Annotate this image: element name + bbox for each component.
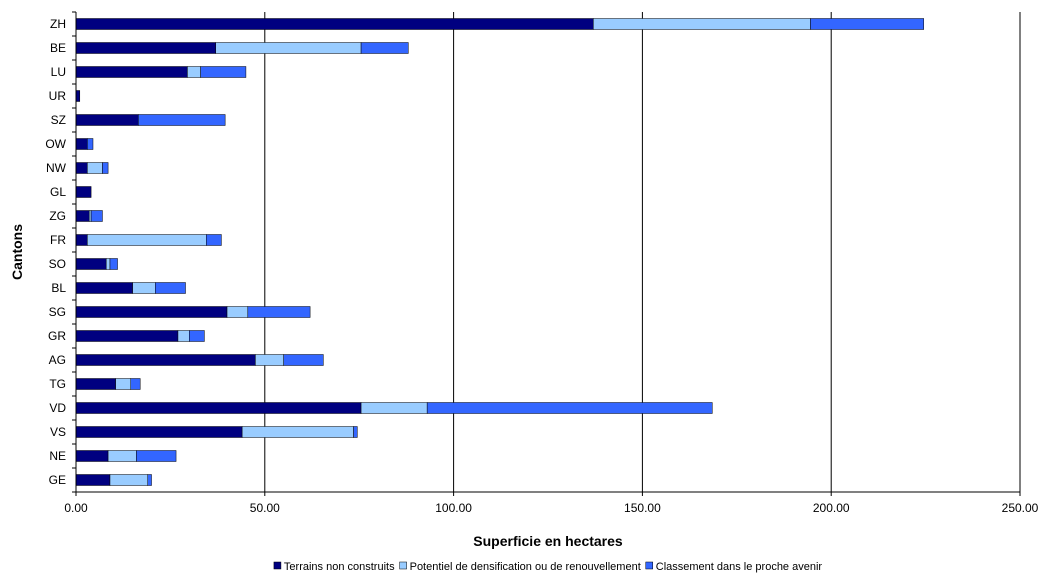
y-tick-label: NE: [49, 449, 66, 463]
x-tick-label: 100.00: [435, 501, 472, 515]
bar-segment: [426, 402, 713, 414]
bar-segment: [75, 402, 362, 414]
bar-segment: [107, 450, 137, 462]
y-tick-label: BL: [51, 281, 66, 295]
bar-segment: [155, 282, 186, 294]
bar-segment: [75, 186, 92, 198]
x-tick-label: 50.00: [250, 501, 280, 515]
y-tick-label: FR: [50, 233, 66, 247]
bar-segment: [283, 354, 324, 366]
legend-swatch: [645, 561, 654, 570]
bar-segment: [115, 378, 132, 390]
y-tick-label: ZG: [49, 209, 66, 223]
bar-segment: [75, 450, 109, 462]
bar-segment: [138, 114, 226, 126]
x-tick-label: 0.00: [64, 501, 88, 515]
bar-segment: [87, 138, 94, 150]
y-tick-label: ZH: [50, 17, 66, 31]
bar-segment: [593, 18, 811, 30]
bar-segment: [353, 426, 358, 438]
bar-segment: [810, 18, 924, 30]
bar-segment: [75, 282, 133, 294]
y-tick-label: SG: [49, 305, 66, 319]
bar-segment: [75, 330, 179, 342]
bar-segment: [177, 330, 190, 342]
bar-segment: [75, 114, 139, 126]
y-tick-label: VS: [50, 425, 66, 439]
bar-segment: [200, 66, 247, 78]
bar-segment: [75, 474, 111, 486]
x-axis-title: Superficie en hectares: [473, 533, 623, 549]
bar-segment: [360, 42, 409, 54]
bar-segment: [75, 90, 81, 102]
bar-segment: [360, 402, 428, 414]
bar-segment: [215, 42, 362, 54]
y-tick-label: GR: [48, 329, 66, 343]
bar-segment: [189, 330, 205, 342]
plot-area: [76, 12, 1020, 492]
legend-label: Potentiel de densification ou de renouve…: [410, 561, 641, 573]
y-tick-label: NW: [46, 161, 67, 175]
bars: [75, 18, 924, 486]
y-axis-title: Cantons: [9, 224, 25, 280]
y-tick-label: LU: [51, 65, 66, 79]
bar-segment: [241, 426, 354, 438]
x-tick-labels: 0.00 50.00 100.00 150.00 200.00 250.00: [64, 492, 1039, 515]
bar-segment: [75, 210, 90, 222]
legend-swatch: [273, 561, 282, 570]
bar-segment: [75, 18, 594, 30]
bar-segment: [105, 258, 111, 270]
bar-segment: [206, 234, 222, 246]
legend: Terrains non construits Potentiel de dens…: [273, 561, 823, 573]
bar-segment: [75, 162, 88, 174]
x-tick-label: 200.00: [813, 501, 850, 515]
y-tick-label: OW: [45, 137, 66, 151]
y-tick-label: GL: [50, 185, 66, 199]
bar-segment: [90, 210, 103, 222]
x-tick-label: 150.00: [624, 501, 661, 515]
bar-segment: [136, 450, 177, 462]
bar-segment: [226, 306, 249, 318]
bar-segment: [187, 66, 201, 78]
legend-label: Classement dans le proche avenir: [656, 561, 823, 573]
bar-segment: [132, 282, 156, 294]
bar-segment: [75, 258, 107, 270]
x-tick-label: 250.00: [1002, 501, 1039, 515]
y-tick-label: GE: [49, 473, 66, 487]
bar-segment: [247, 306, 311, 318]
y-tick-label: BE: [50, 41, 66, 55]
bar-segment: [109, 258, 118, 270]
y-tick-label: SO: [49, 257, 66, 271]
bar-segment: [102, 162, 109, 174]
y-tick-label: VD: [49, 401, 66, 415]
legend-item: Potentiel de densification ou de renouve…: [399, 561, 641, 573]
y-tick-label: AG: [49, 353, 66, 367]
y-tick-label: TG: [49, 377, 66, 391]
legend-item: Classement dans le proche avenir: [645, 561, 823, 573]
bar-segment: [75, 426, 243, 438]
legend-label: Terrains non construits: [284, 561, 395, 573]
bar-segment: [109, 474, 148, 486]
bar-segment: [87, 234, 207, 246]
bar-segment: [75, 354, 256, 366]
bar-segment: [75, 306, 228, 318]
bar-segment: [255, 354, 284, 366]
bar-segment: [75, 378, 116, 390]
bar-segment: [147, 474, 152, 486]
y-tick-label: SZ: [51, 113, 66, 127]
bar-segment: [75, 234, 88, 246]
legend-swatch: [399, 561, 407, 570]
bar-segment: [75, 42, 216, 54]
bar-segment: [87, 162, 103, 174]
bar-segment: [88, 210, 92, 222]
bar-segment: [75, 138, 88, 150]
bar-segment: [75, 66, 188, 78]
bar-segment: [130, 378, 141, 390]
y-tick-label: UR: [49, 89, 67, 103]
legend-item: Terrains non construits: [273, 561, 395, 573]
y-tick-labels: ZH BE LU UR SZ OW NW GL ZG FR SO BL SG GR AG TG VD VS NE GE: [45, 11, 76, 493]
